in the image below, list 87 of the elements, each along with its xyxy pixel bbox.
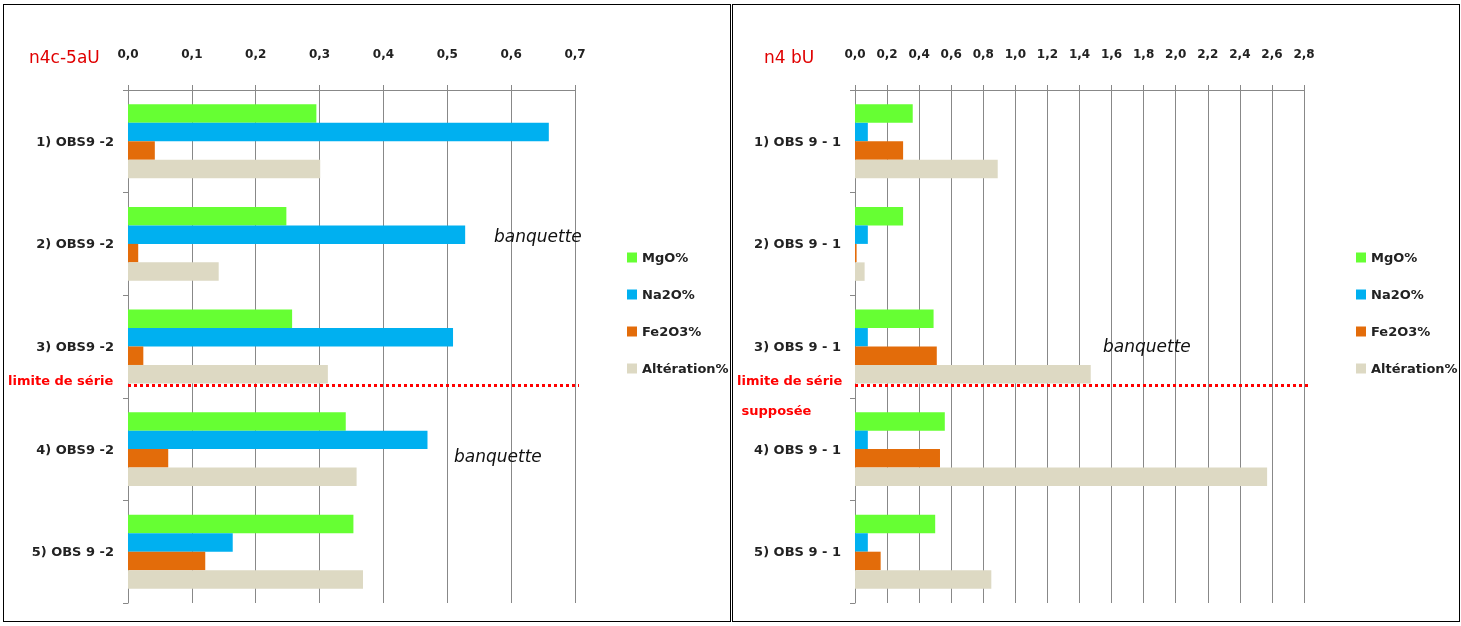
- y-tick-label: 5) OBS 9 - 1: [754, 544, 841, 560]
- y-tick-label: 1) OBS9 -2: [36, 133, 114, 149]
- legend-label: Fe2O3%: [1371, 324, 1431, 339]
- y-tick-label: 4) OBS9 -2: [36, 441, 114, 457]
- bar: [855, 141, 904, 160]
- x-tick-label: 1,6: [1100, 47, 1123, 61]
- legend-label: MgO%: [642, 250, 689, 265]
- y-tick-label: 5) OBS 9 -2: [31, 544, 114, 560]
- bar: [128, 262, 219, 281]
- bar: [855, 328, 868, 347]
- bar: [128, 243, 139, 263]
- bar: [855, 206, 904, 226]
- legend-label: Fe2O3%: [642, 324, 702, 339]
- x-tick-label: 0,6: [940, 47, 962, 61]
- x-tick-label: 0,4: [372, 47, 395, 61]
- x-tick-label: 2,2: [1197, 47, 1219, 61]
- x-tick-label: 0,0: [117, 47, 139, 61]
- x-tick-label: 0,2: [245, 47, 267, 61]
- bar: [128, 225, 466, 244]
- legend-label: Na2O%: [1371, 287, 1424, 302]
- x-tick-label: 0,2: [876, 47, 898, 61]
- x-tick-label: 2,0: [1165, 47, 1187, 61]
- x-tick-label: 1,8: [1133, 47, 1155, 61]
- bar: [128, 430, 428, 450]
- x-tick-label: 2,8: [1293, 47, 1315, 61]
- bar: [855, 551, 881, 571]
- bar: [855, 262, 865, 281]
- annotation: banquette: [494, 225, 582, 246]
- x-tick-label: 0,4: [908, 47, 930, 61]
- bar: [855, 449, 940, 468]
- bar: [855, 514, 936, 534]
- bar: [855, 159, 998, 179]
- y-tick-label: 4) OBS 9 - 1: [754, 441, 841, 457]
- bar: [855, 104, 913, 123]
- legend-label: Altération%: [642, 361, 729, 376]
- bar: [855, 225, 868, 244]
- legend-label: Na2O%: [642, 287, 695, 302]
- bar: [128, 104, 317, 123]
- bar: [128, 449, 169, 468]
- legend-label: MgO%: [1371, 250, 1418, 265]
- y-tick-label: 3) OBS 9 - 1: [754, 339, 841, 354]
- bar: [128, 328, 454, 347]
- x-tick-label: 2,6: [1261, 47, 1283, 61]
- bar: [128, 533, 233, 552]
- x-tick-label: 0,7: [564, 47, 586, 61]
- bar: [128, 364, 328, 384]
- legend-label: Altération%: [1371, 361, 1458, 376]
- x-tick-label: 0,8: [972, 47, 994, 61]
- y-tick-label: 2) OBS9 -2: [36, 236, 114, 252]
- bar: [128, 551, 206, 571]
- bar: [128, 309, 293, 329]
- bar: [128, 122, 549, 142]
- bar: [855, 122, 868, 142]
- bar: [855, 412, 945, 431]
- bar: [855, 364, 1091, 384]
- bar: [855, 570, 992, 589]
- chart-title: n4c-5aU: [29, 46, 100, 67]
- annotation: banquette: [454, 445, 542, 466]
- bar: [855, 467, 1268, 487]
- bar: [128, 570, 363, 589]
- bar: [128, 514, 354, 534]
- ref-line-label: limite de série: [8, 372, 114, 388]
- bar: [855, 309, 934, 329]
- bar: [128, 141, 155, 160]
- bar: [128, 467, 357, 487]
- chart-title: n4 bU: [764, 46, 815, 67]
- x-tick-label: 1,2: [1036, 47, 1059, 61]
- x-tick-label: 0,6: [500, 47, 522, 61]
- bar: [855, 430, 868, 450]
- bar: [128, 412, 346, 431]
- x-tick-label: 2,4: [1229, 47, 1251, 61]
- bar: [855, 533, 868, 552]
- x-tick-label: 0,0: [844, 47, 866, 61]
- x-tick-label: 0,5: [436, 47, 458, 61]
- x-tick-label: 1,4: [1068, 47, 1091, 61]
- annotation: banquette: [1103, 335, 1191, 356]
- bar: [128, 159, 321, 179]
- y-tick-label: 1) OBS 9 - 1: [754, 133, 841, 149]
- x-tick-label: 0,3: [308, 47, 331, 61]
- bar: [128, 206, 287, 226]
- x-tick-label: 1,0: [1004, 47, 1026, 61]
- ref-line-label: limite de série supposée: [737, 372, 843, 418]
- bar: [128, 346, 144, 365]
- bar: [855, 346, 937, 365]
- x-tick-label: 0,1: [181, 47, 203, 61]
- y-tick-label: 3) OBS9 -2: [36, 339, 114, 354]
- y-tick-label: 2) OBS 9 - 1: [754, 236, 841, 252]
